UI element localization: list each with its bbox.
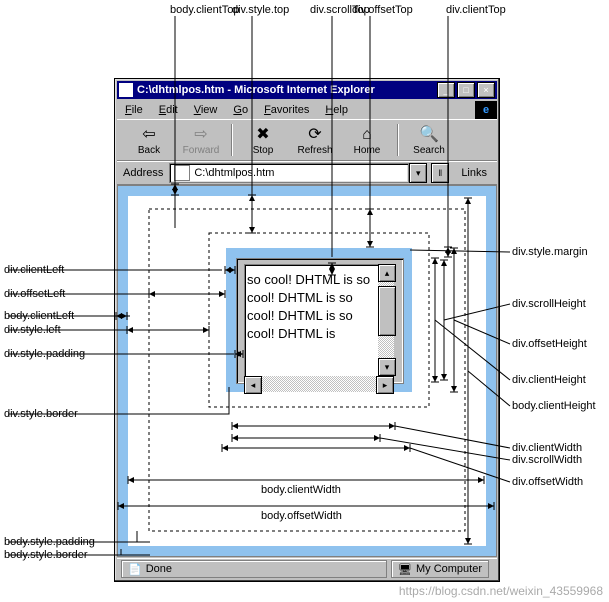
label-div_offsetWidth: div.offsetWidth <box>512 476 583 488</box>
label-div_style_padding: div.style.padding <box>4 348 85 360</box>
ie-logo-icon: e <box>475 101 497 119</box>
stop-icon: ✖ <box>237 125 289 145</box>
body-border-top <box>118 186 496 196</box>
label-body_clientLeft: body.clientLeft <box>4 310 74 322</box>
status-zone-text: My Computer <box>416 563 482 575</box>
label-div_clientLeft: div.clientLeft <box>4 264 64 276</box>
label-body_clientWidth: body.clientWidth <box>261 484 341 496</box>
div-text: is so cool! DHTML is so cool! DHTML is s… <box>245 264 379 343</box>
label-div_style_left: div.style.left <box>4 324 61 336</box>
toolbar-search-label: Search <box>413 145 445 156</box>
page-content: is so cool! DHTML is so cool! DHTML is s… <box>117 185 497 557</box>
ie-window: C:\dhtmlpos.htm - Microsoft Internet Exp… <box>114 78 500 582</box>
h-scroll-track <box>244 376 394 392</box>
label-div_style_border: div.style.border <box>4 408 78 420</box>
minimize-button[interactable]: _ <box>437 82 455 98</box>
label-div_offsetHeight: div.offsetHeight <box>512 338 587 350</box>
label-div_clientHeight: div.clientHeight <box>512 374 586 386</box>
label-div_offsetTop: div.offsetTop <box>352 4 413 16</box>
menubar: FileEditViewGoFavoritesHelp e <box>117 101 497 119</box>
done-icon: 📄 <box>128 563 142 576</box>
menu-view[interactable]: View <box>186 102 226 118</box>
div-border-left <box>226 248 236 392</box>
h-scroll-left-button[interactable]: ◂ <box>244 376 262 394</box>
toolbar-separator <box>231 124 233 156</box>
refresh-icon: ⟳ <box>289 125 341 145</box>
maximize-button[interactable]: □ <box>457 82 475 98</box>
toolbar: ⇦Back⇨Forward✖Stop⟳Refresh⌂Home🔍Search <box>117 119 497 161</box>
menu-file[interactable]: File <box>117 102 151 118</box>
label-body_clientTop: body.clientTop <box>170 4 240 16</box>
links-button[interactable]: Links <box>455 167 493 179</box>
toolbar-home-label: Home <box>354 145 381 156</box>
status-done-text: Done <box>146 563 172 575</box>
toolbar-search-button[interactable]: 🔍Search <box>403 125 455 156</box>
statusbar: 📄 Done 🖥 My Computer <box>117 558 497 579</box>
menu-help[interactable]: Help <box>317 102 356 118</box>
address-field[interactable]: C:\dhtmlpos.htm <box>169 163 409 183</box>
toolbar-forward-button: ⇨Forward <box>175 125 227 156</box>
toolbar-home-button[interactable]: ⌂Home <box>341 125 393 156</box>
ie-page-icon <box>119 83 133 97</box>
toolbar-refresh-button[interactable]: ⟳Refresh <box>289 125 341 156</box>
toolbar-refresh-label: Refresh <box>297 145 332 156</box>
window-title: C:\dhtmlpos.htm - Microsoft Internet Exp… <box>133 84 435 96</box>
page-icon <box>174 165 190 181</box>
address-value: C:\dhtmlpos.htm <box>194 167 274 179</box>
body-border-bottom <box>118 546 496 556</box>
v-scroll-thumb[interactable] <box>378 286 396 336</box>
toolbar-stop-label: Stop <box>253 145 274 156</box>
toolbar-back-button[interactable]: ⇦Back <box>123 125 175 156</box>
body-border-right <box>486 186 496 556</box>
toolbar-back-label: Back <box>138 145 160 156</box>
status-pane-done: 📄 Done <box>121 560 387 578</box>
div-v-scrollbar[interactable]: ▴▾ <box>378 264 394 376</box>
h-scroll-right-button[interactable]: ▸ <box>376 376 394 394</box>
home-icon: ⌂ <box>341 125 393 145</box>
label-body_offsetWidth: body.offsetWidth <box>261 510 342 522</box>
back-icon: ⇦ <box>123 125 175 145</box>
status-pane-zone: 🖥 My Computer <box>391 560 489 578</box>
address-label: Address <box>121 167 169 179</box>
label-div_scrollHeight: div.scrollHeight <box>512 298 586 310</box>
label-body_clientHeight: body.clientHeight <box>512 400 596 412</box>
toolbar-forward-label: Forward <box>183 145 220 156</box>
computer-icon: 🖥 <box>398 563 412 576</box>
label-div_style_top: div.style.top <box>232 4 289 16</box>
links-separator: ‖ <box>431 163 449 183</box>
toolbar-separator-2 <box>397 124 399 156</box>
watermark: https://blog.csdn.net/weixin_43559968 <box>399 584 603 598</box>
label-div_offsetLeft: div.offsetLeft <box>4 288 65 300</box>
menu-go[interactable]: Go <box>225 102 256 118</box>
div-border-top <box>226 248 412 258</box>
forward-icon: ⇨ <box>175 125 227 145</box>
close-button[interactable]: × <box>477 82 495 98</box>
search-icon: 🔍 <box>403 125 455 145</box>
div-content: is so cool! DHTML is so cool! DHTML is s… <box>244 264 380 378</box>
label-div_style_margin: div.style.margin <box>512 246 588 258</box>
div-h-scrollbar[interactable]: ◂▸ <box>244 376 394 392</box>
label-div_clientTop: div.clientTop <box>446 4 506 16</box>
titlebar: C:\dhtmlpos.htm - Microsoft Internet Exp… <box>117 81 497 99</box>
label-body_style_border: body.style.border <box>4 549 88 561</box>
label-body_style_padding: body.style.padding <box>4 536 95 548</box>
menu-fav[interactable]: Favorites <box>256 102 317 118</box>
v-scroll-up-button[interactable]: ▴ <box>378 264 396 282</box>
body-border-left <box>118 186 128 556</box>
toolbar-stop-button[interactable]: ✖Stop <box>237 125 289 156</box>
v-scroll-down-button[interactable]: ▾ <box>378 358 396 376</box>
label-div_clientWidth: div.clientWidth <box>512 442 582 454</box>
address-dropdown-button[interactable]: ▾ <box>409 163 427 183</box>
menu-edit[interactable]: Edit <box>151 102 186 118</box>
label-div_scrollWidth: div.scrollWidth <box>512 454 582 466</box>
addressbar: Address C:\dhtmlpos.htm ▾‖ Links <box>117 161 497 185</box>
